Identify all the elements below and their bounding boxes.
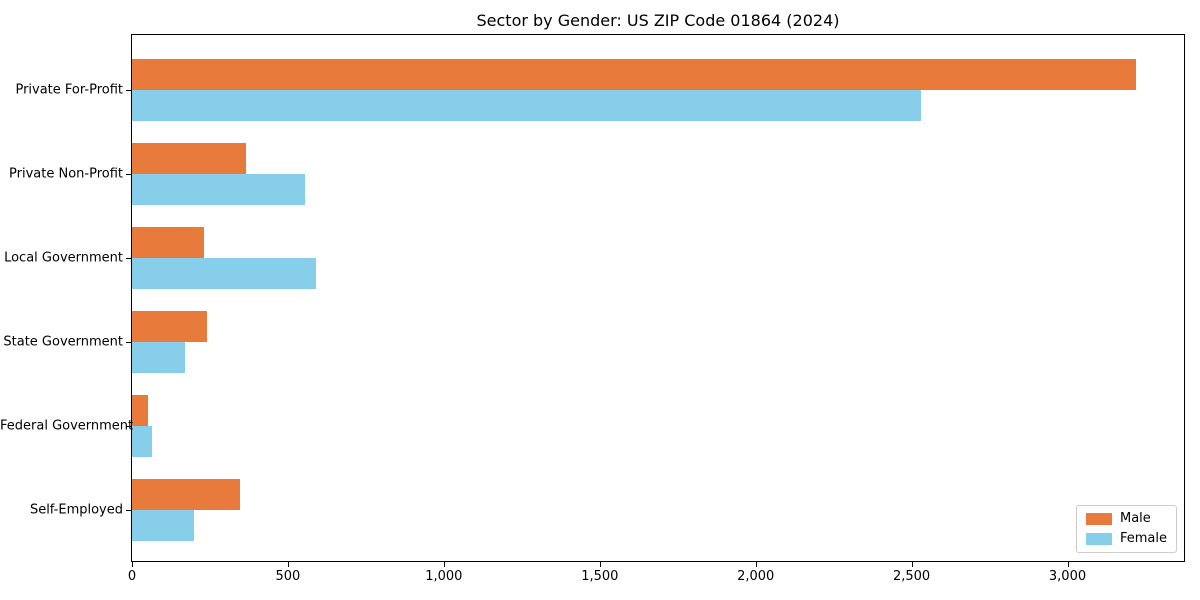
x-tick bbox=[443, 562, 445, 567]
bar-female-self-employed bbox=[132, 510, 195, 541]
legend-swatch-female bbox=[1085, 533, 1112, 545]
x-tick bbox=[287, 562, 289, 567]
bar-female-private-for-profit bbox=[132, 90, 921, 121]
legend-item-female: Female bbox=[1085, 531, 1167, 546]
x-tick-label: 3,000 bbox=[1048, 569, 1087, 584]
y-tick bbox=[126, 90, 131, 91]
y-tick-label: Federal Government bbox=[0, 418, 134, 434]
chart-title: Sector by Gender: US ZIP Code 01864 (202… bbox=[476, 11, 840, 30]
y-tick bbox=[126, 258, 131, 259]
bar-female-private-non-profit bbox=[132, 174, 306, 205]
y-tick bbox=[126, 510, 131, 511]
x-tick-label: 0 bbox=[127, 569, 137, 584]
bar-male-private-for-profit bbox=[132, 59, 1137, 90]
bar-female-federal-government bbox=[132, 426, 153, 457]
bar-male-local-government bbox=[132, 227, 204, 258]
bar-female-state-government bbox=[132, 342, 185, 373]
legend-label-male: Male bbox=[1119, 511, 1151, 526]
x-tick bbox=[1067, 562, 1069, 567]
x-tick bbox=[755, 562, 757, 567]
y-tick-label: Private For-Profit bbox=[15, 82, 123, 98]
bar-female-local-government bbox=[132, 258, 316, 289]
y-tick bbox=[126, 174, 131, 175]
bar-male-federal-government bbox=[132, 395, 148, 426]
x-tick-label: 1,500 bbox=[581, 569, 619, 584]
x-tick-label: 500 bbox=[275, 569, 301, 584]
y-tick-label: State Government bbox=[3, 334, 123, 350]
x-tick bbox=[132, 562, 133, 567]
legend-item-male: Male bbox=[1085, 511, 1167, 526]
x-tick-label: 2,000 bbox=[737, 569, 775, 584]
x-tick-label: 1,000 bbox=[425, 569, 463, 584]
y-tick-label: Local Government bbox=[4, 250, 123, 266]
plot-area: Private For-Profit Private Non-Profit Loca… bbox=[0, 34, 1185, 584]
y-tick bbox=[126, 426, 131, 427]
bar-male-private-non-profit bbox=[132, 143, 246, 174]
y-tick-label: Private Non-Profit bbox=[9, 166, 123, 182]
y-tick-label: Self-Employed bbox=[29, 502, 123, 518]
y-tick bbox=[126, 342, 131, 343]
bar-male-state-government bbox=[132, 311, 207, 342]
legend: Male Female bbox=[1075, 505, 1177, 553]
x-tick bbox=[599, 562, 601, 567]
x-tick-label: 2,500 bbox=[892, 569, 931, 584]
legend-swatch-male bbox=[1085, 513, 1112, 525]
bar-male-self-employed bbox=[132, 479, 240, 510]
legend-label-female: Female bbox=[1119, 531, 1167, 546]
x-tick bbox=[911, 562, 913, 567]
